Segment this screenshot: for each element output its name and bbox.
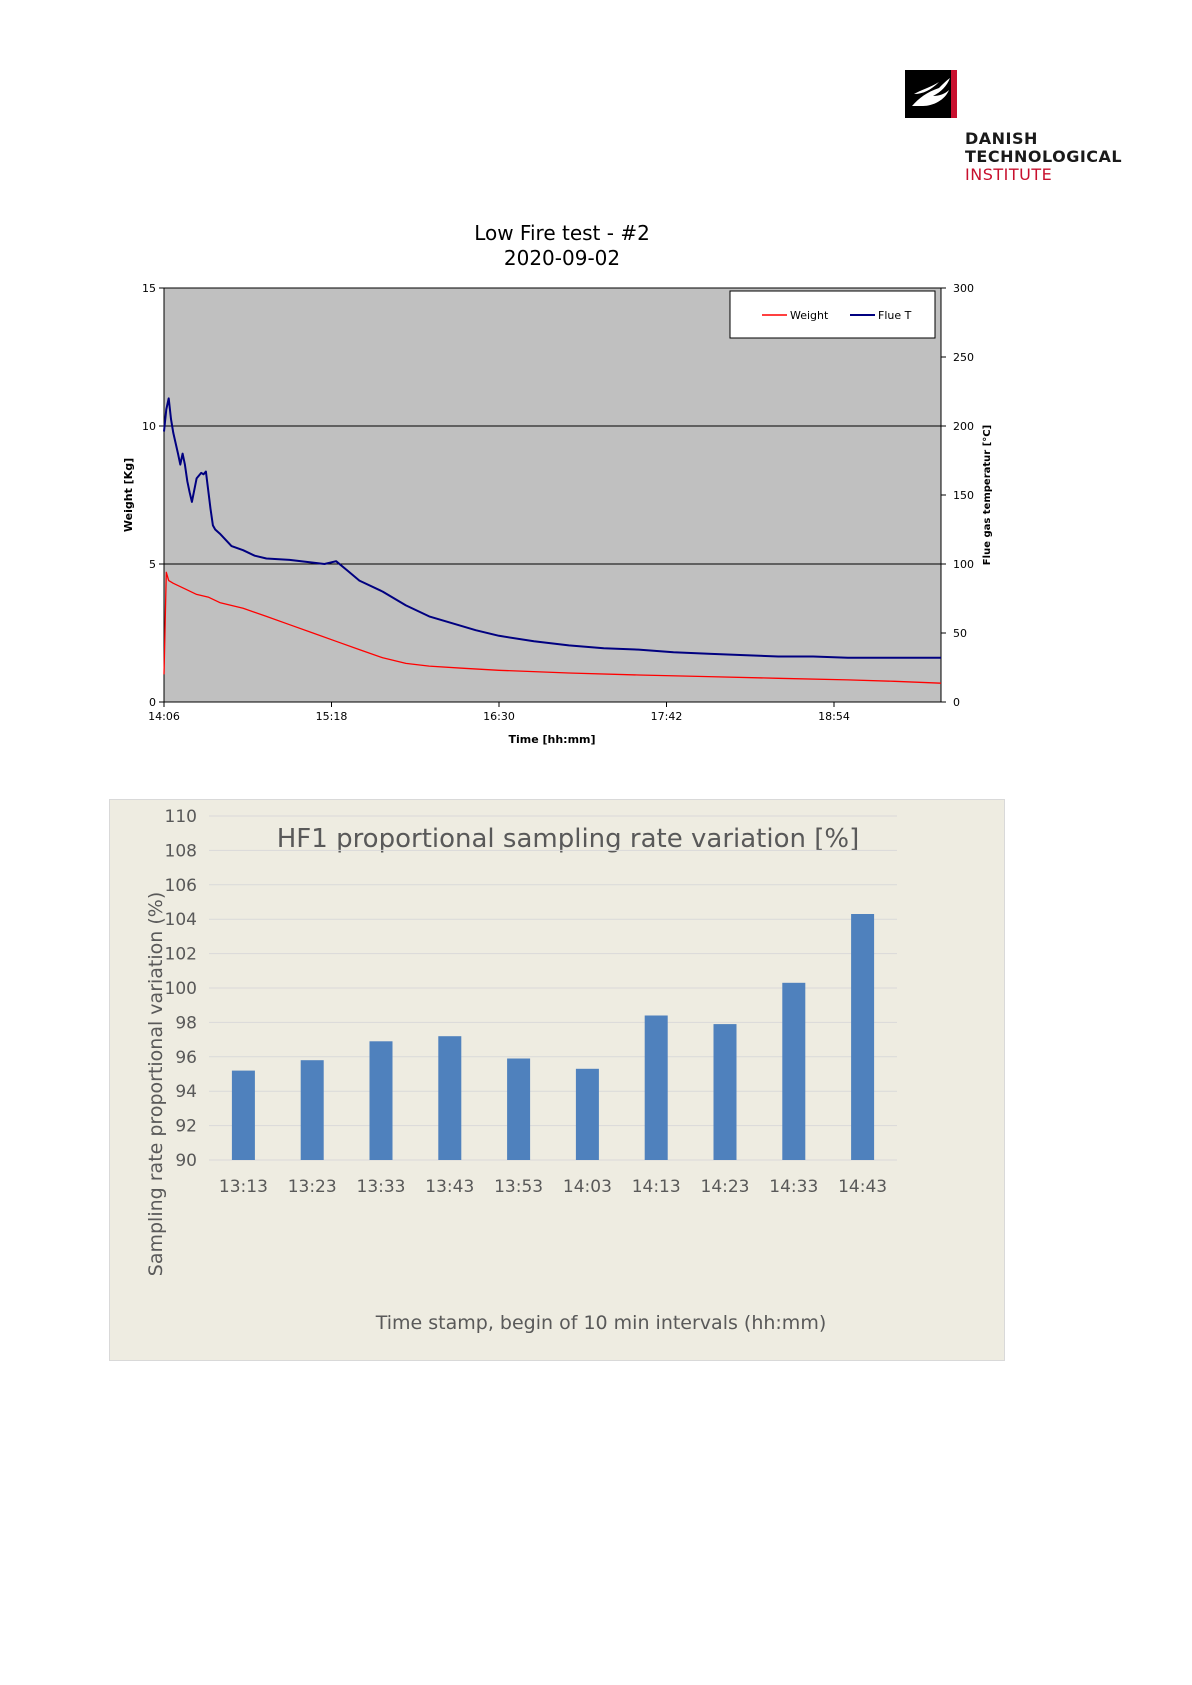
x-tick-label: 13:53 xyxy=(494,1177,543,1197)
x-tick-label: 14:23 xyxy=(701,1177,750,1197)
chart-title: HF1 proportional sampling rate variation… xyxy=(277,824,859,854)
chart-title: Low Fire test - #2 xyxy=(474,221,650,245)
x-tick-label: 13:23 xyxy=(288,1177,337,1197)
legend-label-weight: Weight xyxy=(790,309,829,322)
y2-tick-label: 50 xyxy=(953,627,967,640)
bars xyxy=(231,914,875,1160)
y-tick-label: 108 xyxy=(165,841,197,861)
bar xyxy=(782,982,806,1160)
y2-tick-label: 200 xyxy=(953,420,974,433)
x-axis-ticks: 14:06 15:18 16:30 17:42 18:54 xyxy=(148,702,850,723)
y-tick-label: 5 xyxy=(149,558,156,571)
company-logo: DANISH TECHNOLOGICAL INSTITUTE xyxy=(905,70,1145,190)
series-lines xyxy=(163,397,942,684)
series-line-weight xyxy=(163,571,942,684)
y-tick-label: 92 xyxy=(175,1117,197,1137)
y-tick-label: 94 xyxy=(175,1082,197,1102)
left-axis-ticks: 0 5 10 15 xyxy=(142,282,164,709)
x-axis-ticks: 13:13 13:23 13:33 13:43 13:53 14:03 14:13 14:23… xyxy=(219,1177,887,1197)
x-tick-label: 13:13 xyxy=(219,1177,268,1197)
y2-tick-label: 100 xyxy=(953,558,974,571)
chart-subtitle: 2020-09-02 xyxy=(504,246,620,270)
y-tick-label: 102 xyxy=(165,945,197,965)
y-tick-label: 90 xyxy=(175,1151,197,1171)
plot-area xyxy=(163,287,942,703)
y2-axis-label: Flue gas temperatur [°C] xyxy=(982,425,993,565)
x-tick-label: 14:03 xyxy=(563,1177,612,1197)
right-axis-ticks: 0 50 100 150 200 250 300 xyxy=(941,282,974,709)
y-tick-label: 106 xyxy=(165,876,197,896)
y-axis-ticks: 90 92 94 96 98 100 102 104 106 108 110 xyxy=(165,807,197,1171)
y-tick-label: 10 xyxy=(142,420,156,433)
y-tick-label: 96 xyxy=(175,1048,197,1068)
y-tick-label: 100 xyxy=(165,979,197,999)
legend-label-flue-t: Flue T xyxy=(878,309,912,322)
y-tick-label: 0 xyxy=(149,696,156,709)
y2-tick-label: 150 xyxy=(953,489,974,502)
x-tick-label: 14:43 xyxy=(838,1177,887,1197)
logo-text-line-3: INSTITUTE xyxy=(965,165,1053,184)
x-tick-label: 14:06 xyxy=(148,710,180,723)
low-fire-line-chart: Low Fire test - #2 2020-09-02 0 5 10 15 0 50… xyxy=(122,221,993,746)
y-tick-label: 15 xyxy=(142,282,156,295)
x-tick-label: 14:13 xyxy=(632,1177,681,1197)
bar xyxy=(575,1068,599,1160)
x-tick-label: 13:33 xyxy=(357,1177,406,1197)
gridlines xyxy=(164,425,941,565)
x-axis-label: Time stamp, begin of 10 min intervals (h… xyxy=(375,1312,827,1334)
bar xyxy=(300,1060,324,1160)
bar xyxy=(644,1015,668,1160)
bar xyxy=(438,1036,462,1160)
bar xyxy=(369,1041,393,1160)
legend: Weight Flue T xyxy=(729,290,936,339)
x-tick-label: 14:33 xyxy=(769,1177,818,1197)
y-axis-label: Weight [Kg] xyxy=(122,458,135,532)
y2-tick-label: 300 xyxy=(953,282,974,295)
bar xyxy=(713,1024,737,1160)
x-tick-label: 13:43 xyxy=(425,1177,474,1197)
bar xyxy=(851,914,875,1160)
bar xyxy=(231,1070,255,1160)
hf1-bar-chart: HF1 proportional sampling rate variation… xyxy=(109,799,1005,1361)
x-tick-label: 18:54 xyxy=(818,710,850,723)
bar xyxy=(507,1058,531,1160)
x-tick-label: 15:18 xyxy=(316,710,348,723)
logo-text-line-1: DANISH xyxy=(965,129,1038,148)
x-tick-label: 16:30 xyxy=(483,710,515,723)
logo-text-line-2: TECHNOLOGICAL xyxy=(965,147,1123,166)
bird-logo-icon xyxy=(905,70,957,118)
y2-tick-label: 0 xyxy=(953,696,960,709)
x-axis-label: Time [hh:mm] xyxy=(508,733,595,746)
y2-tick-label: 250 xyxy=(953,351,974,364)
y-tick-label: 98 xyxy=(175,1013,197,1033)
y-tick-label: 110 xyxy=(165,807,197,827)
y-axis-label: Sampling rate proportional variation (%) xyxy=(145,892,167,1276)
y-tick-label: 104 xyxy=(165,910,197,930)
series-line-flue-t xyxy=(163,397,941,659)
x-tick-label: 17:42 xyxy=(651,710,683,723)
